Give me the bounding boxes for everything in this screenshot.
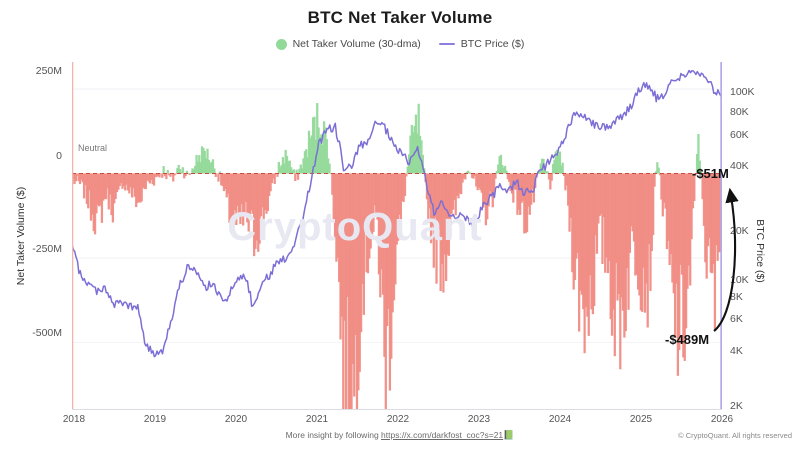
y-axis-right-tick: 6K bbox=[730, 313, 743, 325]
page-title: BTC Net Taker Volume bbox=[307, 8, 493, 27]
y-axis-right-tick: 100K bbox=[730, 86, 755, 98]
footer-note-text: More insight by following bbox=[285, 430, 382, 440]
legend-dot-icon bbox=[275, 38, 287, 50]
y-axis-right-tick: 10K bbox=[730, 274, 749, 286]
y-axis-left-tick: 250M bbox=[35, 65, 62, 77]
y-axis-right-tick: 20K bbox=[730, 225, 749, 237]
chart-legend: Net Taker Volume (30-dma) BTC Price ($) bbox=[0, 38, 800, 50]
annotation-top-value: -$51M bbox=[692, 166, 729, 181]
book-icon: 📗 bbox=[503, 430, 515, 440]
y-axis-left-tick: -250M bbox=[32, 243, 62, 255]
x-axis-tick: 2021 bbox=[305, 414, 329, 425]
y-axis-right-tick: 80K bbox=[730, 106, 749, 118]
y-axis-right-title: BTC Price ($) bbox=[754, 219, 766, 283]
footer-note: More insight by following https://x.com/… bbox=[0, 430, 800, 441]
chart-plot-svg bbox=[72, 62, 722, 410]
footer-link[interactable]: https://x.com/darkfost_coc?s=21 bbox=[381, 430, 504, 440]
y-axis-left-tick: 0 bbox=[56, 150, 62, 162]
y-axis-right-tick: 40K bbox=[730, 160, 749, 172]
legend-label-btc-price: BTC Price ($) bbox=[460, 38, 525, 50]
y-axis-left-title: Net Taker Volume ($) bbox=[15, 186, 27, 286]
legend-item-net-taker-volume[interactable]: Net Taker Volume (30-dma) bbox=[275, 38, 421, 50]
x-axis-tick: 2026 bbox=[710, 414, 734, 425]
y-axis-right-tick: 4K bbox=[730, 345, 743, 357]
neutral-annotation: Neutral bbox=[78, 143, 108, 153]
y-axis-left-tick: -500M bbox=[32, 327, 62, 339]
x-axis-tick: 2022 bbox=[386, 414, 410, 425]
x-axis-tick: 2023 bbox=[467, 414, 491, 425]
legend-item-btc-price[interactable]: BTC Price ($) bbox=[438, 38, 525, 50]
x-axis-tick: 2024 bbox=[548, 414, 572, 425]
x-axis-tick: 2025 bbox=[629, 414, 653, 425]
annotation-bottom-value: -$489M bbox=[665, 332, 710, 347]
x-axis-tick: 2018 bbox=[62, 414, 86, 425]
y-axis-right-tick: 2K bbox=[730, 400, 743, 412]
x-axis-tick: 2020 bbox=[224, 414, 248, 425]
x-axis-tick: 2019 bbox=[143, 414, 167, 425]
legend-label-net-taker-volume: Net Taker Volume (30-dma) bbox=[292, 38, 421, 50]
copyright-text: © CryptoQuant. All rights reserved bbox=[678, 431, 792, 440]
legend-line-icon bbox=[438, 43, 455, 45]
y-axis-right-tick: 8K bbox=[730, 291, 743, 303]
plot-area bbox=[72, 62, 722, 410]
y-axis-right-tick: 60K bbox=[730, 129, 749, 141]
